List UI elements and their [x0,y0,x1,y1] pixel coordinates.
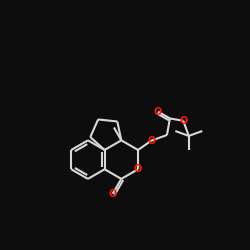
Text: O: O [108,189,117,199]
Text: O: O [134,164,142,174]
Text: O: O [179,116,188,126]
Text: O: O [154,107,162,117]
Text: O: O [147,136,155,146]
